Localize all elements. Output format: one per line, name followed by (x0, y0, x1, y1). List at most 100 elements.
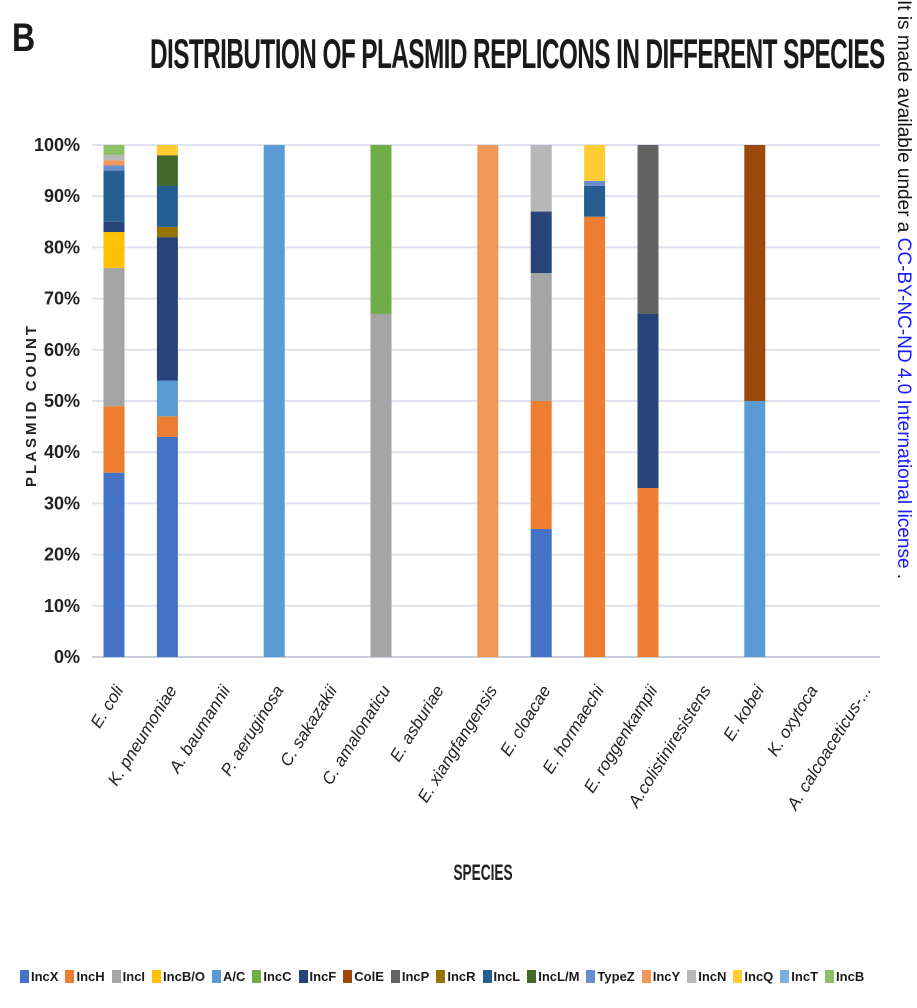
legend-label: IncQ (744, 968, 774, 984)
y-tick-label: 0% (54, 647, 80, 667)
bar-segment (156, 185, 178, 227)
legend-item: IncH (65, 968, 105, 984)
bar-segment (477, 145, 499, 657)
legend-item: IncI (111, 968, 146, 984)
y-axis-label: PLASMID COUNT (23, 323, 40, 487)
y-tick-label: 70% (44, 289, 80, 309)
legend-label: IncI (122, 968, 146, 984)
bar-segment (156, 436, 178, 657)
legend-swatch (641, 969, 651, 983)
legend-swatch (211, 969, 221, 983)
legend-label: IncL/M (538, 968, 580, 984)
legend-item: A/C (211, 968, 246, 984)
x-axis-label: SPECIES (453, 860, 512, 885)
legend-item: IncC (252, 968, 292, 984)
bars (103, 145, 766, 657)
bar-segment (744, 145, 766, 401)
bar-segment (530, 273, 552, 401)
bar-segment (156, 380, 178, 417)
x-tick-label: K. oxytoca (763, 682, 821, 759)
legend-label: IncL (493, 968, 521, 984)
bar-segment (584, 180, 606, 186)
legend-label: IncH (76, 968, 105, 984)
legend-label: IncX (31, 968, 59, 984)
bar-segment (156, 155, 178, 186)
bar-segment (103, 406, 125, 473)
license-link[interactable]: CC-BY-NC-ND 4.0 International license (893, 237, 914, 569)
legend-item: TypeZ (586, 968, 635, 984)
legend-label: IncT (791, 968, 819, 984)
y-tick-label: 80% (44, 237, 80, 257)
legend-swatch (111, 969, 121, 983)
license-suffix: . (893, 568, 914, 580)
stacked-bar-chart: 0% 10% 20% 30% 40% 50% 60% 70% 80% 90% 100% E. col… (23, 135, 880, 885)
legend-item: IncL (482, 968, 521, 984)
legend-swatch (586, 969, 596, 983)
y-tick-label: 100% (34, 135, 80, 155)
legend-item: IncR (436, 968, 476, 984)
legend-swatch (482, 969, 492, 983)
bar-segment (584, 216, 606, 657)
legend-swatch (390, 969, 400, 983)
legend-label: IncC (263, 968, 292, 984)
y-tick-label: 40% (44, 442, 80, 462)
bar-segment (584, 185, 606, 217)
bar-segment (584, 145, 606, 181)
bar-segment (156, 145, 178, 156)
legend-item: IncQ (733, 969, 773, 984)
bar-segment (530, 145, 552, 212)
legend-item: ColE (343, 969, 384, 984)
bar-segment (103, 472, 125, 657)
bar-segment (744, 401, 766, 657)
legend-item: IncB/O (152, 969, 205, 984)
legend-label: IncR (447, 968, 476, 984)
legend-label: IncN (698, 968, 727, 984)
bar-segment (103, 145, 125, 156)
license-notice: It is made available under a CC-BY-NC-ND… (880, 0, 917, 1008)
bar-segment (370, 313, 392, 657)
y-tick-label: 10% (44, 596, 80, 616)
legend-label: TypeZ (597, 968, 635, 984)
legend-item: IncF (298, 968, 337, 984)
legend-swatch (780, 969, 790, 983)
legend-item: IncB (825, 969, 864, 984)
x-tick-label: E. coli (87, 681, 128, 731)
y-tick-labels: 0% 10% 20% 30% 40% 50% 60% 70% 80% 90% 100% (34, 135, 80, 667)
y-tick-label: 60% (44, 340, 80, 360)
bar-segment (103, 155, 125, 161)
bar-segment (637, 488, 659, 657)
bar-segment (530, 529, 552, 657)
bar-segment (637, 145, 659, 314)
bar-segment (103, 165, 125, 171)
x-tick-label: E. cloacae (496, 682, 554, 759)
legend-swatch (152, 969, 162, 983)
y-tick-label: 30% (44, 493, 80, 513)
y-tick-label: 50% (44, 391, 80, 411)
legend-label: IncF (309, 968, 337, 984)
legend-swatch (825, 969, 835, 983)
legend-label: ColE (354, 968, 384, 984)
bar-segment (263, 145, 285, 657)
legend-swatch (298, 969, 308, 983)
legend-swatch (65, 969, 75, 983)
legend-label: IncB/O (163, 968, 205, 984)
legend-item: IncY (641, 969, 680, 984)
legend-label: A/C (222, 968, 246, 984)
bar-segment (370, 145, 392, 314)
legend: IncX IncH IncI IncB/O A/C IncC IncF ColE IncP Inc… (20, 962, 880, 990)
bar-segment (156, 237, 178, 381)
legend-item: IncX (20, 969, 58, 984)
legend-swatch (733, 969, 743, 983)
bar-segment (156, 226, 178, 238)
bar-segment (530, 401, 552, 529)
legend-swatch (20, 969, 29, 983)
legend-swatch (687, 969, 697, 983)
legend-item: IncT (780, 969, 818, 984)
legend-item: IncP (390, 969, 429, 984)
legend-item: IncN (687, 969, 726, 984)
x-tick-label: E. asburiae (386, 682, 448, 765)
legend-swatch (343, 969, 353, 983)
y-tick-label: 90% (44, 186, 80, 206)
legend-swatch (436, 969, 446, 983)
